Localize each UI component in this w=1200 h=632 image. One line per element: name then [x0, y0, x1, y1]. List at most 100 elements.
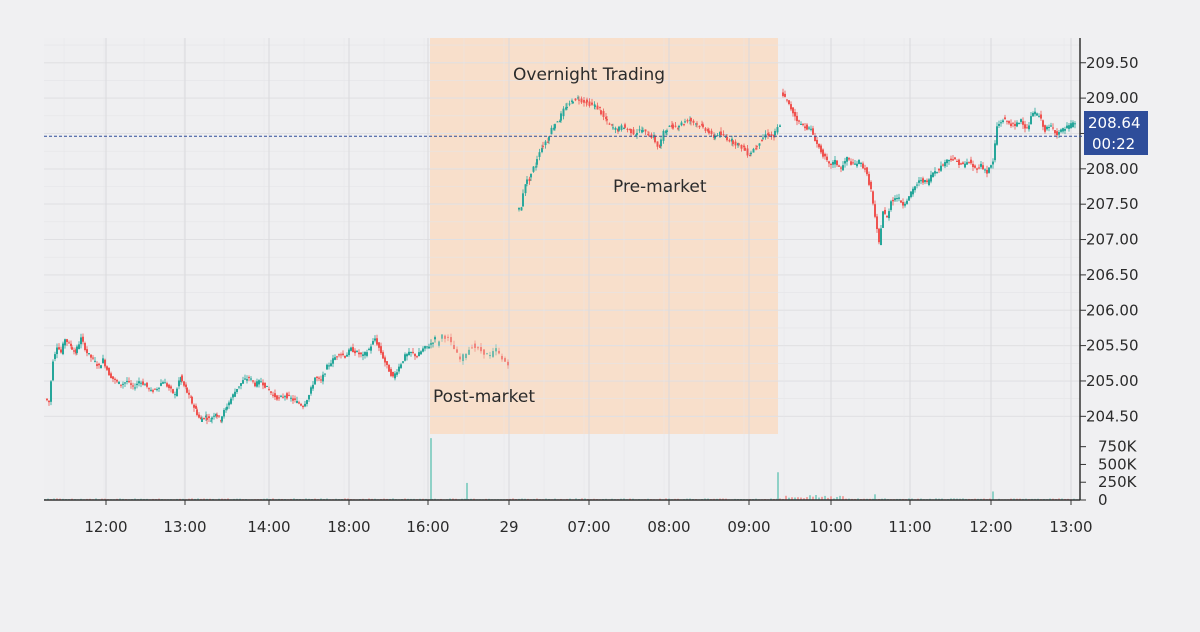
- volume-bar: [320, 498, 322, 500]
- candle-body: [450, 337, 452, 343]
- volume-bar: [800, 497, 802, 500]
- candle-body: [84, 343, 86, 350]
- candle-body: [326, 364, 328, 370]
- candle-body: [374, 338, 376, 341]
- candle-body: [560, 113, 562, 121]
- candle-body: [710, 130, 713, 134]
- volume-bar: [191, 498, 193, 500]
- candle-body: [316, 376, 318, 378]
- annotation-overnight: Overnight Trading: [513, 65, 665, 85]
- candle-body: [946, 159, 948, 164]
- candle-body: [1020, 119, 1022, 122]
- candle-body: [1048, 126, 1050, 128]
- candle-body: [201, 418, 203, 422]
- candle-body: [248, 377, 250, 379]
- candle-body: [920, 180, 922, 182]
- candle-body: [824, 153, 826, 157]
- candle-body: [585, 101, 588, 104]
- candle-body: [1000, 122, 1002, 124]
- candle-body: [124, 382, 126, 384]
- candle-body: [258, 380, 260, 385]
- candle-body: [812, 128, 814, 135]
- volume-bar: [962, 498, 964, 500]
- candle-body: [193, 404, 195, 408]
- candle-body: [814, 136, 816, 142]
- candle-body: [465, 353, 467, 359]
- candles-layer: [46, 88, 1076, 425]
- candle-body: [542, 145, 544, 147]
- candle-body: [274, 393, 276, 398]
- candle-body: [290, 397, 292, 399]
- candle-body: [900, 200, 902, 203]
- candle-body: [998, 123, 1000, 126]
- volume-spike: [777, 472, 779, 500]
- candle-body: [938, 168, 940, 171]
- candle-body: [116, 380, 118, 382]
- candle-body: [424, 346, 426, 349]
- candle-body: [152, 390, 154, 392]
- volume-bar: [788, 497, 790, 500]
- candle-body: [740, 144, 743, 149]
- candle-body: [183, 381, 185, 386]
- candle-body: [1044, 125, 1046, 132]
- candle-body: [532, 166, 535, 172]
- candle-body: [360, 352, 362, 355]
- candle-body: [1034, 111, 1036, 115]
- candle-body: [1046, 126, 1048, 130]
- candle-body: [934, 171, 936, 174]
- candle-body: [136, 383, 138, 386]
- candle-body: [118, 381, 120, 384]
- candle-body: [591, 102, 593, 105]
- x-tick-label: 10:00: [809, 518, 852, 536]
- x-tick-label: 11:00: [888, 518, 931, 536]
- volume-bar: [56, 498, 58, 500]
- candle-body: [550, 127, 553, 135]
- candle-body: [368, 348, 370, 350]
- candle-body: [394, 373, 396, 379]
- candle-body: [195, 405, 197, 409]
- candle-body: [874, 204, 876, 217]
- y-tick-label: 206.50: [1086, 266, 1139, 284]
- candle-body: [862, 163, 864, 169]
- candle-body: [1032, 113, 1034, 117]
- price-tag-value: 208.64: [1088, 114, 1141, 132]
- candle-body: [1070, 123, 1072, 129]
- candle-body: [304, 403, 306, 407]
- candle-body: [382, 352, 384, 359]
- candle-body: [477, 347, 479, 349]
- candle-body: [196, 409, 198, 415]
- candle-body: [480, 347, 482, 352]
- candle-body: [1016, 122, 1018, 127]
- candle-body: [580, 98, 583, 103]
- candle-body: [761, 139, 763, 142]
- candle-body: [846, 157, 848, 162]
- candle-body: [1072, 122, 1074, 128]
- candle-body: [716, 135, 719, 137]
- candle-body: [213, 415, 215, 417]
- candle-body: [707, 128, 709, 132]
- volume-bar: [803, 498, 805, 500]
- candle-body: [968, 161, 970, 163]
- candle-body: [796, 115, 798, 122]
- candle-body: [1064, 128, 1066, 131]
- candle-body: [838, 165, 840, 167]
- candle-body: [614, 127, 617, 130]
- candle-body: [520, 207, 523, 211]
- candle-body: [630, 129, 632, 134]
- candle-body: [602, 111, 605, 117]
- candle-body: [578, 99, 580, 101]
- candle-body: [944, 162, 946, 167]
- candle-body: [230, 398, 232, 404]
- candle-body: [338, 354, 340, 356]
- candle-body: [352, 347, 354, 353]
- volume-bar: [836, 496, 838, 500]
- volume-spike: [874, 494, 876, 500]
- candle-body: [942, 164, 944, 166]
- candle-body: [218, 415, 220, 417]
- candle-body: [270, 391, 272, 393]
- candle-body: [296, 400, 298, 403]
- volume-bar: [797, 497, 799, 500]
- candle-body: [246, 379, 248, 381]
